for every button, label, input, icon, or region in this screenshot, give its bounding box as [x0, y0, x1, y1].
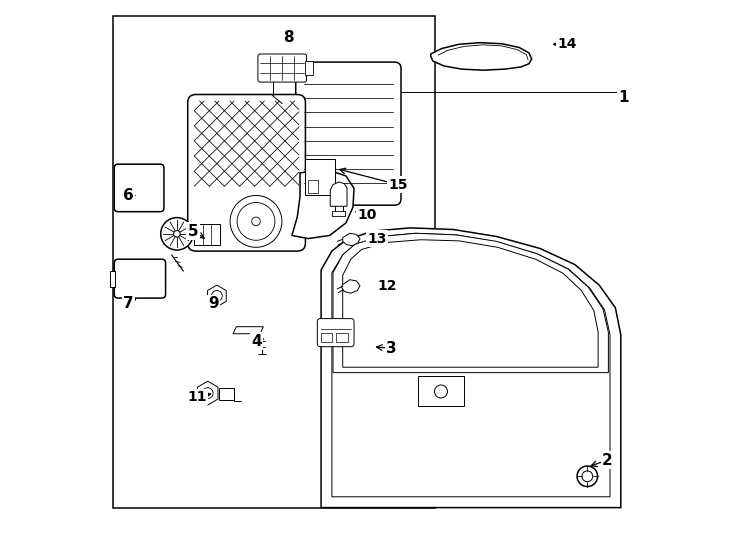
- Text: 11: 11: [187, 390, 207, 404]
- Polygon shape: [333, 233, 608, 373]
- FancyBboxPatch shape: [188, 94, 305, 251]
- Text: 10: 10: [357, 208, 377, 222]
- Bar: [195, 224, 220, 245]
- Bar: [305, 159, 335, 195]
- Text: 1: 1: [618, 90, 629, 105]
- Polygon shape: [330, 182, 347, 206]
- Text: 13: 13: [367, 232, 386, 246]
- Bar: [333, 211, 346, 216]
- Bar: [321, 333, 333, 342]
- Polygon shape: [341, 280, 360, 293]
- Circle shape: [577, 466, 597, 487]
- Text: 5: 5: [188, 224, 198, 239]
- FancyBboxPatch shape: [317, 319, 354, 347]
- Polygon shape: [197, 381, 218, 405]
- Polygon shape: [292, 170, 354, 239]
- FancyBboxPatch shape: [115, 164, 164, 212]
- FancyBboxPatch shape: [296, 62, 401, 205]
- Text: 14: 14: [557, 37, 576, 51]
- Bar: [335, 333, 348, 342]
- Circle shape: [435, 385, 448, 398]
- Circle shape: [230, 195, 282, 247]
- Polygon shape: [343, 233, 360, 246]
- Polygon shape: [233, 327, 264, 334]
- Bar: [110, 271, 115, 287]
- Bar: [305, 61, 313, 75]
- Text: 8: 8: [283, 30, 294, 45]
- Bar: [308, 180, 319, 193]
- Bar: [219, 388, 233, 400]
- Bar: [418, 376, 464, 406]
- Text: 2: 2: [602, 453, 613, 468]
- Polygon shape: [321, 228, 621, 508]
- Circle shape: [252, 217, 261, 226]
- Text: 12: 12: [378, 279, 397, 293]
- Polygon shape: [431, 43, 531, 70]
- Text: 15: 15: [388, 178, 408, 192]
- Text: 9: 9: [208, 296, 219, 311]
- FancyBboxPatch shape: [115, 259, 166, 298]
- Bar: [113, 16, 435, 508]
- Circle shape: [161, 218, 193, 250]
- Text: 3: 3: [386, 341, 396, 356]
- Text: 6: 6: [123, 188, 134, 203]
- Polygon shape: [208, 285, 226, 307]
- Text: 4: 4: [251, 334, 261, 349]
- Circle shape: [174, 231, 180, 237]
- Text: 7: 7: [123, 296, 134, 311]
- FancyBboxPatch shape: [258, 54, 307, 82]
